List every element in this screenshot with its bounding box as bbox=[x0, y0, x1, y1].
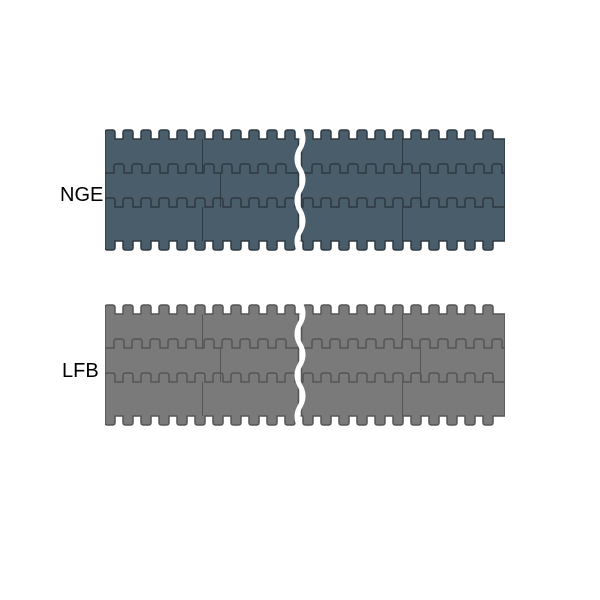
diagram-canvas: NGE LFB bbox=[0, 0, 600, 600]
belt-nge bbox=[105, 110, 505, 270]
label-lfb: LFB bbox=[62, 360, 99, 383]
label-nge: NGE bbox=[60, 184, 103, 207]
belt-lfb bbox=[105, 285, 505, 445]
